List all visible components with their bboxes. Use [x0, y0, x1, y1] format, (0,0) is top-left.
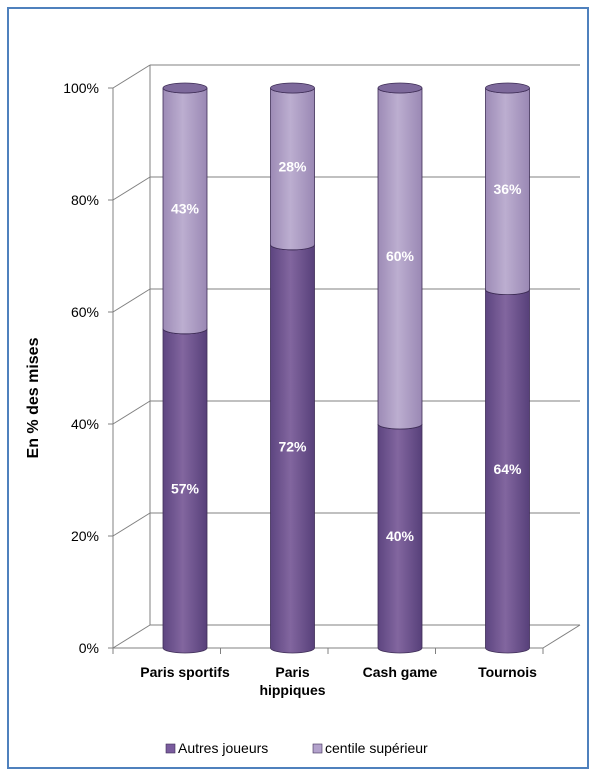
bar-top-cap — [271, 83, 315, 93]
data-label: 60% — [386, 248, 415, 264]
gridline-side — [113, 513, 150, 536]
x-tick-label: Paris — [275, 664, 309, 680]
legend-swatch — [166, 744, 175, 753]
data-label: 43% — [171, 200, 200, 216]
legend-swatch — [313, 744, 322, 753]
data-label: 72% — [278, 438, 307, 454]
gridline-side — [113, 177, 150, 200]
legend: Autres joueurs centile supérieur — [166, 740, 428, 756]
y-tick-label: 20% — [71, 528, 99, 544]
floor-edge — [543, 625, 580, 648]
x-tick-label: Paris sportifs — [140, 664, 230, 680]
data-label: 40% — [386, 528, 415, 544]
data-label: 36% — [493, 181, 522, 197]
x-tick-label: Cash game — [363, 664, 438, 680]
gridline-side — [113, 401, 150, 424]
data-label: 57% — [171, 480, 200, 496]
gridline-side — [113, 625, 150, 648]
bar-top-cap — [378, 83, 422, 93]
y-tick-label: 100% — [63, 80, 99, 96]
legend-label: centile supérieur — [325, 740, 428, 756]
y-tick-label: 60% — [71, 304, 99, 320]
y-tick-label: 80% — [71, 192, 99, 208]
y-tick-label: 40% — [71, 416, 99, 432]
bar-top-cap — [163, 83, 207, 93]
gridline-side — [113, 289, 150, 312]
gridline-side — [113, 65, 150, 88]
x-tick-label: Tournois — [478, 664, 537, 680]
data-label: 28% — [278, 158, 307, 174]
x-tick-label: hippiques — [259, 682, 325, 698]
y-axis-title: En % des mises — [25, 337, 42, 458]
y-tick-label: 0% — [79, 640, 99, 656]
bar-top-cap — [486, 83, 530, 93]
legend-label: Autres joueurs — [178, 740, 268, 756]
bars-layer — [163, 83, 530, 653]
data-label: 64% — [493, 461, 522, 477]
